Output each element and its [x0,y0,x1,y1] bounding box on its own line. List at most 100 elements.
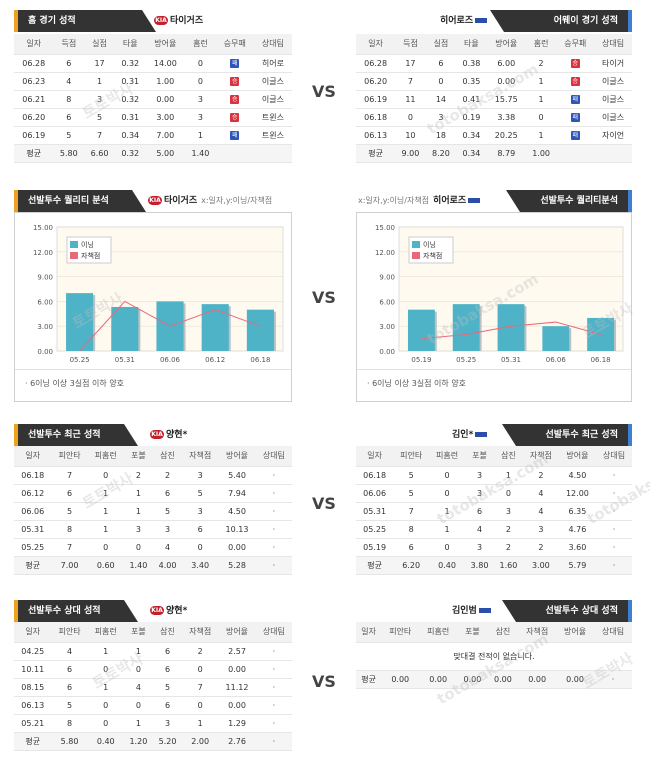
table-cell: 트윈스 [253,126,292,145]
legend-swatch-earned-runs [412,252,420,259]
table-cell: 05.21 [14,714,52,733]
y-tick-label: 9.00 [37,274,53,282]
table-cell: 05.25 [14,538,52,557]
table-cell: · [255,466,292,485]
table-row: 06.13 10 18 0.34 20.25 1 패 자이언 [356,126,632,145]
table-cell: 0 [395,108,426,127]
home-pitcher-vs-label: KIA 양현* [150,606,188,616]
legend-swatch-earned-runs [70,252,78,259]
table-row: 05.25 7 0 0 4 0 0.00 · [14,538,292,557]
table-row: 08.15 6 1 4 5 7 11.12 · [14,678,292,697]
table-row: 06.28 17 6 0.38 6.00 2 승 타이거 [356,54,632,73]
away-pitcher-label: 김인* [452,424,488,446]
table-cell: 12.00 [558,484,597,503]
column-header: 상대팀 [594,34,632,55]
x-tick-label: 06.06 [160,356,181,364]
table-cell: 트윈스 [253,108,292,127]
table-cell: 0 [429,484,466,503]
column-header: 포볼 [123,622,153,643]
table-cell: 11.12 [218,678,256,697]
table-row: 06.06 5 1 1 5 3 4.50 · [14,502,292,521]
lose-badge: 패 [570,131,580,140]
table-cell: 1 [525,72,557,91]
column-header: 방어율 [218,446,256,467]
table-cell: 06.13 [14,696,52,715]
column-header: 실점 [84,34,115,55]
table-cell: 0 [87,466,124,485]
table-row: 06.06 5 0 3 0 4 12.00 · [356,484,632,503]
column-header: 실점 [425,34,457,55]
win-badge: 승 [570,77,580,86]
table-cell: 0 [182,660,219,679]
table-cell: 05.31 [356,502,394,521]
average-cell: 평균 [356,144,396,163]
table-cell: 3 [152,520,183,539]
table-header-row: 일자 피안타 피홈런 포볼 삼진 자책점 방어율 상대팀 [14,446,292,467]
table-cell: 6 [152,660,183,679]
y-tick-label: 6.00 [37,298,53,306]
table-cell: 06.12 [14,484,52,503]
away-quality-team: x:일자,y:이닝/자책점 히어로즈 [358,190,481,212]
column-header: 상대팀 [594,622,632,643]
average-cell: 5.00 [145,144,186,163]
table-cell: 3 [465,466,494,485]
average-cell: 0.40 [429,556,466,575]
table-cell: 승 [556,72,595,91]
table-cell: 이글스 [253,72,292,91]
x-tick-label: 05.25 [456,356,476,364]
column-header: 타율 [114,34,146,55]
column-header: 일자 [356,446,394,467]
table-cell: 0 [185,54,216,73]
table-cell: 이글스 [594,72,632,91]
table-cell: 3 [493,502,523,521]
away-pitcher-vs-title: 선발투수 상대 성적 [502,600,632,622]
average-cell: 0.00 [457,670,488,689]
table-cell: 6 [53,54,85,73]
inning-bar [542,326,570,351]
table-cell: · [255,484,292,503]
kia-logo-icon: KIA [148,196,162,205]
vs-label: VS [312,672,336,691]
table-cell: 3 [465,538,494,557]
column-header: 일자 [14,34,54,55]
table-cell: 06.19 [14,126,54,145]
column-header: 피홈런 [429,446,466,467]
table-cell: 5 [84,108,115,127]
table-cell: 패 [556,90,595,109]
table-cell: 0.19 [456,108,487,127]
table-cell: 3 [182,466,219,485]
table-cell: 0 [525,108,557,127]
heroes-logo-icon [475,432,488,437]
average-cell: 평균 [356,556,394,575]
heroes-logo-icon [468,198,481,203]
home-pitcher-label: KIA 양현* [150,430,188,440]
table-cell: 1 [123,714,153,733]
table-cell: 1 [182,714,219,733]
away-pitcher-vs-name: 김인범 [452,606,477,616]
table-cell: 06.23 [14,72,54,91]
table-row: 06.19 11 14 0.41 15.75 1 패 이글스 [356,90,632,109]
legend-label-innings: 이닝 [81,240,94,249]
home-record-header: 홈 경기 성적 KIA 타이거즈 [14,10,292,32]
table-cell: 0.00 [145,90,186,109]
table-cell: 3 [84,90,115,109]
legend-label-earned-runs: 자책점 [81,251,100,260]
y-tick-label: 0.00 [379,348,395,356]
table-cell: 승 [556,54,595,73]
table-cell: 1 [525,126,557,145]
column-header: 자책점 [522,446,559,467]
column-header: 일자 [356,622,382,643]
table-row: 06.20 7 0 0.35 0.00 1 승 이글스 [356,72,632,91]
kia-logo-icon: KIA [154,16,168,25]
x-tick-label: 06.18 [591,356,611,364]
away-pitcher-vs-label: 김인범 [452,600,491,622]
table-cell: 0 [429,538,466,557]
table-row: 06.21 8 3 0.32 0.00 3 승 이글스 [14,90,292,109]
column-header: 피안타 [393,446,430,467]
home-pitcher-vs-name: 양현 [166,606,183,616]
table-cell: 0.32 [114,54,146,73]
table-cell: 2 [522,538,559,557]
table-cell: 3 [522,520,559,539]
table-cell: 15.75 [486,90,526,109]
column-header: 삼진 [493,446,523,467]
